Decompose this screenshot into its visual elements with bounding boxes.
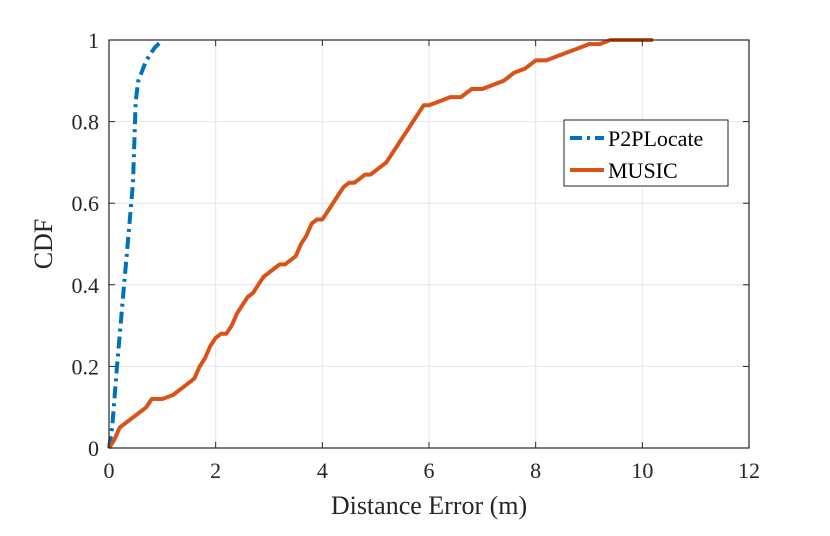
- y-tick-label: 0.2: [72, 354, 100, 379]
- x-axis-label: Distance Error (m): [331, 491, 527, 520]
- grid-lines: [109, 40, 749, 448]
- series-line-p2plocate: [107, 38, 164, 449]
- tick-labels: 0 2 4 6 8 10 12 0 0.2 0.4 0.6 0.8 1: [72, 28, 761, 483]
- legend-label-p2plocate: P2PLocate: [608, 126, 703, 151]
- y-tick-label: 0.4: [72, 273, 100, 298]
- legend: P2PLocate MUSIC: [563, 119, 729, 187]
- tick-marks: [108, 39, 750, 449]
- x-tick-label: 2: [210, 458, 221, 483]
- x-tick-label: 8: [530, 458, 541, 483]
- y-tick-label: 0: [88, 436, 99, 461]
- series-layer: [107, 38, 653, 450]
- y-tick-label: 0.6: [72, 191, 100, 216]
- y-tick-label: 1: [88, 28, 99, 53]
- y-tick-label: 0.8: [72, 110, 100, 135]
- x-tick-label: 10: [631, 458, 653, 483]
- x-tick-label: 6: [424, 458, 435, 483]
- y-axis-label: CDF: [29, 219, 58, 270]
- legend-box: [563, 119, 729, 187]
- x-tick-label: 12: [738, 458, 760, 483]
- series-line-music: [107, 38, 653, 450]
- x-tick-label: 4: [317, 458, 328, 483]
- x-tick-label: 0: [104, 458, 115, 483]
- legend-label-music: MUSIC: [608, 158, 678, 183]
